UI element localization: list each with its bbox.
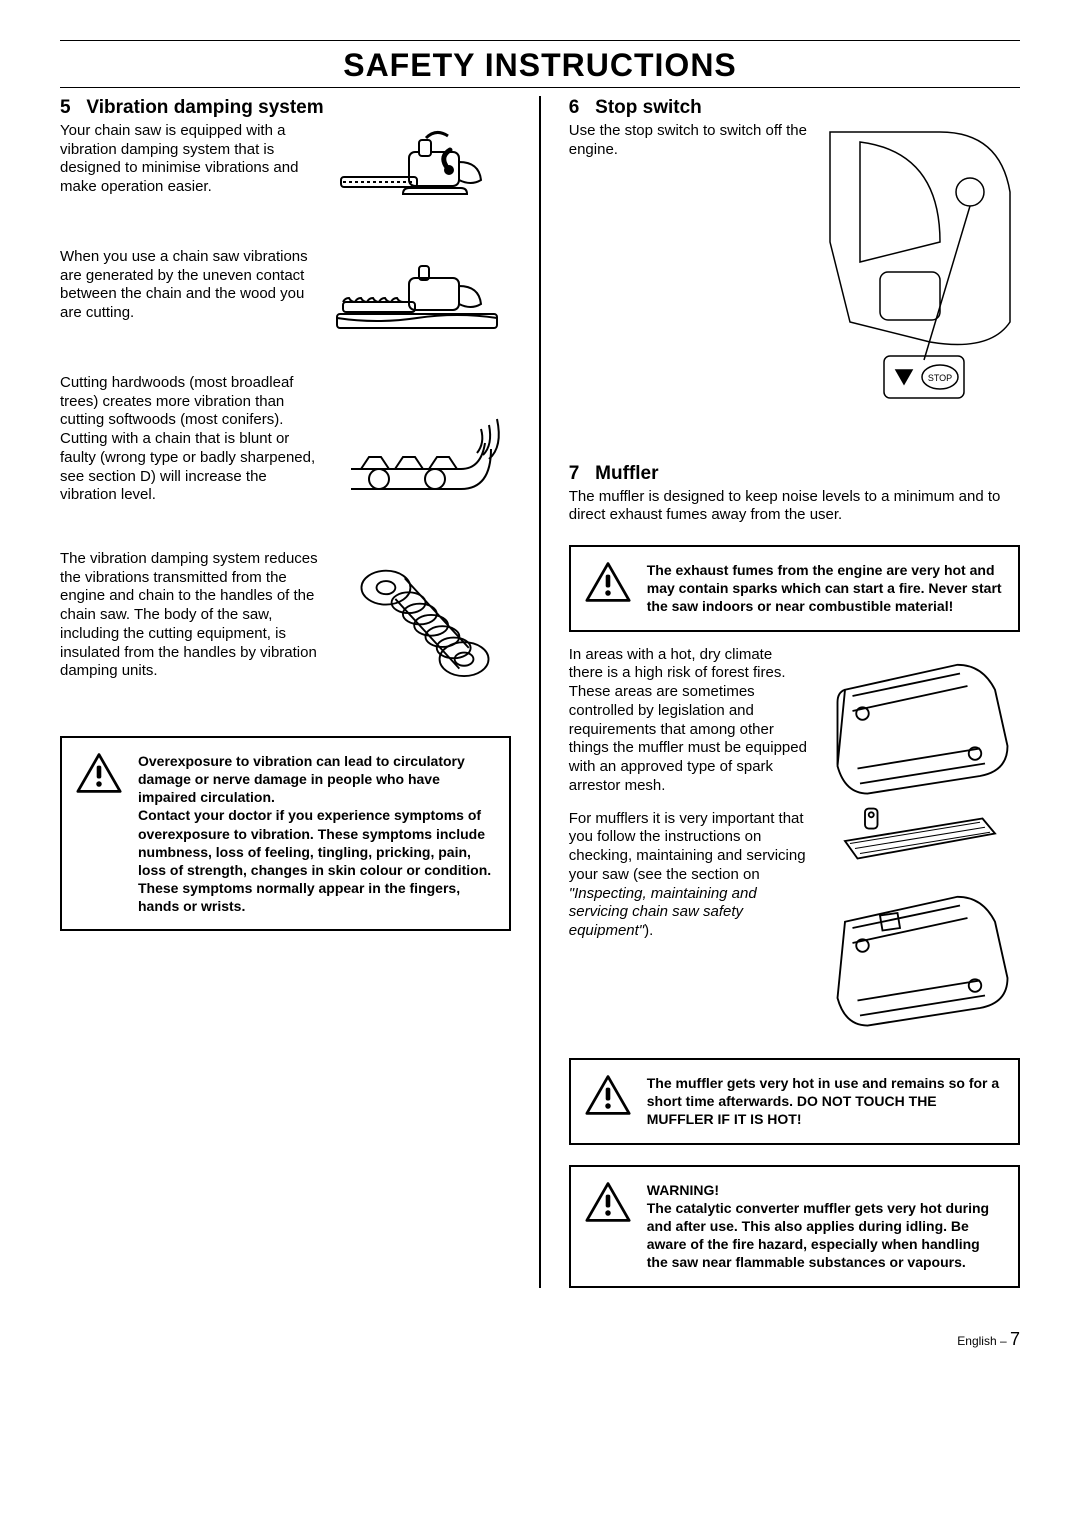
s6-p1: Use the stop switch to switch off the en… <box>569 122 810 160</box>
warning-triangle-icon <box>76 752 122 794</box>
warning-triangle-icon <box>585 561 631 603</box>
s7-p3a: For mufflers it is very important that y… <box>569 810 806 883</box>
footer-page: 7 <box>1010 1329 1020 1349</box>
s7-p3: For mufflers it is very important that y… <box>569 810 810 941</box>
section-5-title: Vibration damping system <box>86 97 323 118</box>
chainsaw-highlight-icon <box>331 122 511 222</box>
hot-muffler-warning-text: The muffler gets very hot in use and rem… <box>647 1074 1004 1129</box>
exhaust-warning-box: The exhaust fumes from the engine are ve… <box>569 545 1020 632</box>
title-rule <box>60 87 1020 88</box>
s7-muffler-text: In areas with a hot, dry climate there i… <box>569 646 810 941</box>
warning-triangle-icon <box>585 1074 631 1116</box>
svg-text:STOP: STOP <box>928 373 952 383</box>
section-6-heading: 6 Stop switch <box>569 96 1020 120</box>
catalytic-warning-title: WARNING! <box>647 1181 1004 1199</box>
s5-p3: Cutting hardwoods (most broadleaf trees)… <box>60 374 321 505</box>
hot-muffler-warning-box: The muffler gets very hot in use and rem… <box>569 1058 1020 1145</box>
s6-row: Use the stop switch to switch off the en… <box>569 122 1020 422</box>
section-7-title: Muffler <box>595 463 658 484</box>
s5-p1: Your chain saw is equipped with a vibrat… <box>60 122 321 197</box>
vibration-warning-box: Overexposure to vibration can lead to ci… <box>60 736 511 932</box>
exhaust-warning-text: The exhaust fumes from the engine are ve… <box>647 561 1004 616</box>
vibration-warning-text: Overexposure to vibration can lead to ci… <box>138 752 495 916</box>
s7-p1: The muffler is designed to keep noise le… <box>569 488 1020 526</box>
s5-row-2: When you use a chain saw vibrations are … <box>60 248 511 348</box>
catalytic-warning-box: WARNING! The catalytic converter muffler… <box>569 1165 1020 1288</box>
s7-p3i: "Inspecting, maintaining and servicing c… <box>569 885 757 940</box>
s7-p3b: ). <box>644 922 653 939</box>
section-7-heading: 7 Muffler <box>569 462 1020 486</box>
muffler-figures <box>820 646 1020 1029</box>
page-title: SAFETY INSTRUCTIONS <box>60 41 1020 87</box>
s5-row-1: Your chain saw is equipped with a vibrat… <box>60 122 511 222</box>
mesh-screen-icon <box>820 806 1020 869</box>
s5-p2: When you use a chain saw vibrations are … <box>60 248 321 323</box>
s5-p4: The vibration damping system reduces the… <box>60 550 321 681</box>
catalytic-warning-text: The catalytic converter muffler gets ver… <box>647 1199 1004 1272</box>
s7-p2: In areas with a hot, dry climate there i… <box>569 646 810 796</box>
right-column: 6 Stop switch Use the stop switch to swi… <box>569 96 1020 1288</box>
page-footer: English – 7 <box>60 1328 1020 1351</box>
s7-row-muffler: In areas with a hot, dry climate there i… <box>569 646 1020 1029</box>
muffler-assembled-icon <box>820 878 1020 1028</box>
stop-switch-diagram-icon: STOP <box>820 122 1020 422</box>
footer-lang: English <box>957 1334 996 1348</box>
chain-links-icon <box>331 374 511 524</box>
left-column: 5 Vibration damping system Your chain sa… <box>60 96 511 1288</box>
two-column-layout: 5 Vibration damping system Your chain sa… <box>60 96 1020 1288</box>
spring-damper-icon <box>331 550 511 710</box>
warning-triangle-icon <box>585 1181 631 1223</box>
section-5-heading: 5 Vibration damping system <box>60 96 511 120</box>
chainsaw-cutting-wood-icon <box>331 248 511 348</box>
section-6-title: Stop switch <box>595 97 702 118</box>
s5-row-4: The vibration damping system reduces the… <box>60 550 511 710</box>
column-divider <box>539 96 541 1288</box>
section-5-num: 5 <box>60 97 71 118</box>
section-6-num: 6 <box>569 97 580 118</box>
catalytic-warning-content: WARNING! The catalytic converter muffler… <box>647 1181 1004 1272</box>
muffler-icon <box>820 646 1020 796</box>
footer-sep: – <box>997 1334 1010 1348</box>
s5-row-3: Cutting hardwoods (most broadleaf trees)… <box>60 374 511 524</box>
section-7-num: 7 <box>569 463 580 484</box>
